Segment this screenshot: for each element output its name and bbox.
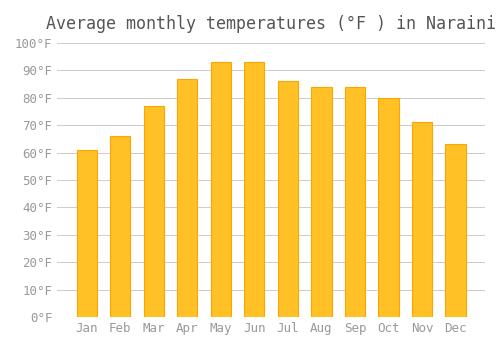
Bar: [278, 81, 298, 317]
Bar: [412, 122, 432, 317]
Bar: [378, 98, 398, 317]
Bar: [446, 144, 466, 317]
Bar: [244, 62, 264, 317]
Bar: [144, 106, 164, 317]
Bar: [312, 87, 332, 317]
Bar: [211, 62, 231, 317]
Bar: [77, 150, 97, 317]
Title: Average monthly temperatures (°F ) in Naraini: Average monthly temperatures (°F ) in Na…: [46, 15, 496, 33]
Bar: [345, 87, 365, 317]
Bar: [178, 78, 198, 317]
Bar: [110, 136, 130, 317]
